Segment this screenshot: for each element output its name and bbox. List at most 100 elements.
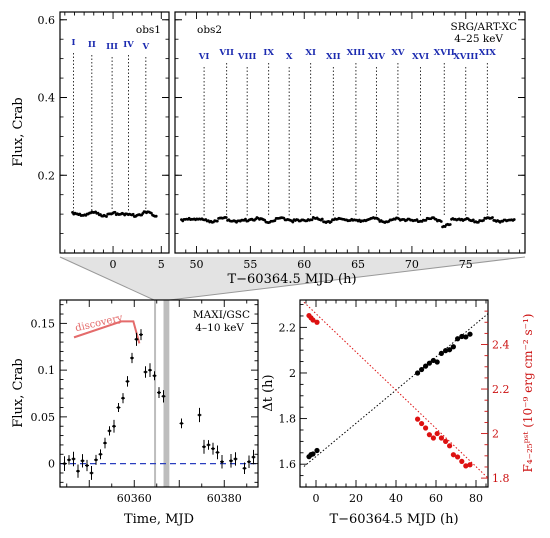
x-tick-label: 60 xyxy=(429,492,443,505)
discovery-label: discovery xyxy=(74,313,124,335)
light-curve xyxy=(180,215,516,229)
burst-label: I xyxy=(72,38,76,48)
data-point xyxy=(207,443,210,447)
data-point xyxy=(220,460,224,464)
subpanel-label: obs1 xyxy=(136,24,161,36)
data-point xyxy=(434,430,440,437)
plot-frame xyxy=(299,299,489,488)
burst-label: XVI xyxy=(412,52,429,62)
data-point xyxy=(117,406,120,409)
burst-label: XVIII xyxy=(453,52,478,62)
data-point xyxy=(459,458,465,464)
burst-label: VII xyxy=(218,48,234,58)
energy-band-label: 4–25 keV xyxy=(454,33,503,45)
data-point xyxy=(463,463,469,469)
x-tick-label: 60 xyxy=(297,258,311,271)
y-left-tick-label: 2 xyxy=(289,367,296,380)
y-left-tick-label: 2.2 xyxy=(279,321,297,334)
data-point xyxy=(112,424,116,428)
data-point xyxy=(438,435,444,441)
x-tick-label: 70 xyxy=(405,258,419,271)
data-point xyxy=(180,422,183,425)
x-tick-label: 65 xyxy=(351,258,365,271)
data-point xyxy=(377,218,380,221)
discovery-arrow xyxy=(73,320,141,344)
y-right-tick-label: 2.2 xyxy=(492,383,510,396)
plot-frame xyxy=(59,299,259,488)
data-point xyxy=(216,451,219,454)
data-point xyxy=(447,347,453,353)
plot-frame xyxy=(174,11,526,254)
x-tick-label: 80 xyxy=(469,492,483,505)
data-point xyxy=(430,435,436,441)
x-tick-label: 0 xyxy=(313,492,320,505)
data-point xyxy=(247,460,251,464)
y-axis-title: Flux, Crab xyxy=(11,358,26,427)
subpanel-label: obs2 xyxy=(197,24,222,36)
data-point xyxy=(215,219,219,223)
burst-label: VI xyxy=(198,52,210,62)
y-left-tick-label: 1.8 xyxy=(279,413,297,426)
data-point xyxy=(144,370,147,374)
data-point xyxy=(459,333,465,340)
zoom-connector-shading xyxy=(60,257,525,300)
y-tick-label: 0.6 xyxy=(38,14,56,27)
zoom-connector-right xyxy=(169,256,526,301)
data-point xyxy=(202,445,206,449)
data-point xyxy=(273,219,277,222)
data-point xyxy=(153,374,156,378)
data-point xyxy=(415,370,421,376)
data-point xyxy=(419,420,425,427)
burst-label: XV xyxy=(391,48,405,58)
y-tick-label: 0.05 xyxy=(31,411,56,424)
y-right-tick-label: 2.4 xyxy=(492,339,510,352)
data-point xyxy=(85,464,89,467)
data-point xyxy=(415,218,419,222)
data-point xyxy=(426,432,432,438)
data-point xyxy=(512,218,516,221)
x-axis-title: Time, MJD xyxy=(124,512,194,527)
subpanel-obs2: 50 55 60 65 70 75 obs2 SRG/ART-XC4–25 keV VI VII V… xyxy=(174,11,526,271)
x-axis-title: T−60364.5 MJD (h) xyxy=(329,512,458,527)
fit-line xyxy=(303,301,489,479)
y-tick-label: 0.15 xyxy=(31,317,56,330)
data-point xyxy=(126,379,129,383)
data-point xyxy=(90,471,93,475)
x-axis-title: T−60364.5 MJD (h) xyxy=(227,272,356,287)
data-point xyxy=(415,416,421,422)
data-point xyxy=(455,336,461,342)
data-point xyxy=(63,462,66,466)
data-point xyxy=(76,469,80,473)
data-point xyxy=(434,359,440,365)
burst-label: XIV xyxy=(368,52,386,62)
y-right-axis-title: F₄₋₂₅ᵖˢᵗ (10⁻⁹ erg cm⁻² s⁻¹) xyxy=(521,314,535,473)
data-point xyxy=(211,447,215,451)
burst-label: III xyxy=(106,42,118,52)
data-point xyxy=(463,334,469,340)
data-point xyxy=(491,216,494,219)
data-point xyxy=(113,210,117,214)
data-point xyxy=(121,396,125,400)
data-point xyxy=(443,348,449,354)
data-point xyxy=(423,363,429,369)
bottom-right-panel: 1.6 1.8 2 2.2 1.8 2 2.2 2.4 0 20 40 60 80 T−60364.5 M… xyxy=(261,299,535,527)
data-point xyxy=(438,350,444,356)
data-point xyxy=(139,333,143,336)
data-point xyxy=(310,317,316,323)
data-point xyxy=(162,394,165,398)
data-point xyxy=(450,344,456,350)
data-point xyxy=(450,452,456,458)
data-point xyxy=(320,217,324,221)
y-tick-label: 0.2 xyxy=(38,169,56,182)
data-point xyxy=(135,337,138,341)
data-point xyxy=(105,215,108,218)
burst-label: XIII xyxy=(347,48,366,58)
observation-band xyxy=(154,300,157,487)
data-point xyxy=(419,366,425,373)
burst-label: XII xyxy=(326,52,341,62)
burst-label: V xyxy=(142,42,150,52)
burst-label: VIII xyxy=(237,52,257,62)
x-tick-label: 20 xyxy=(349,492,363,505)
